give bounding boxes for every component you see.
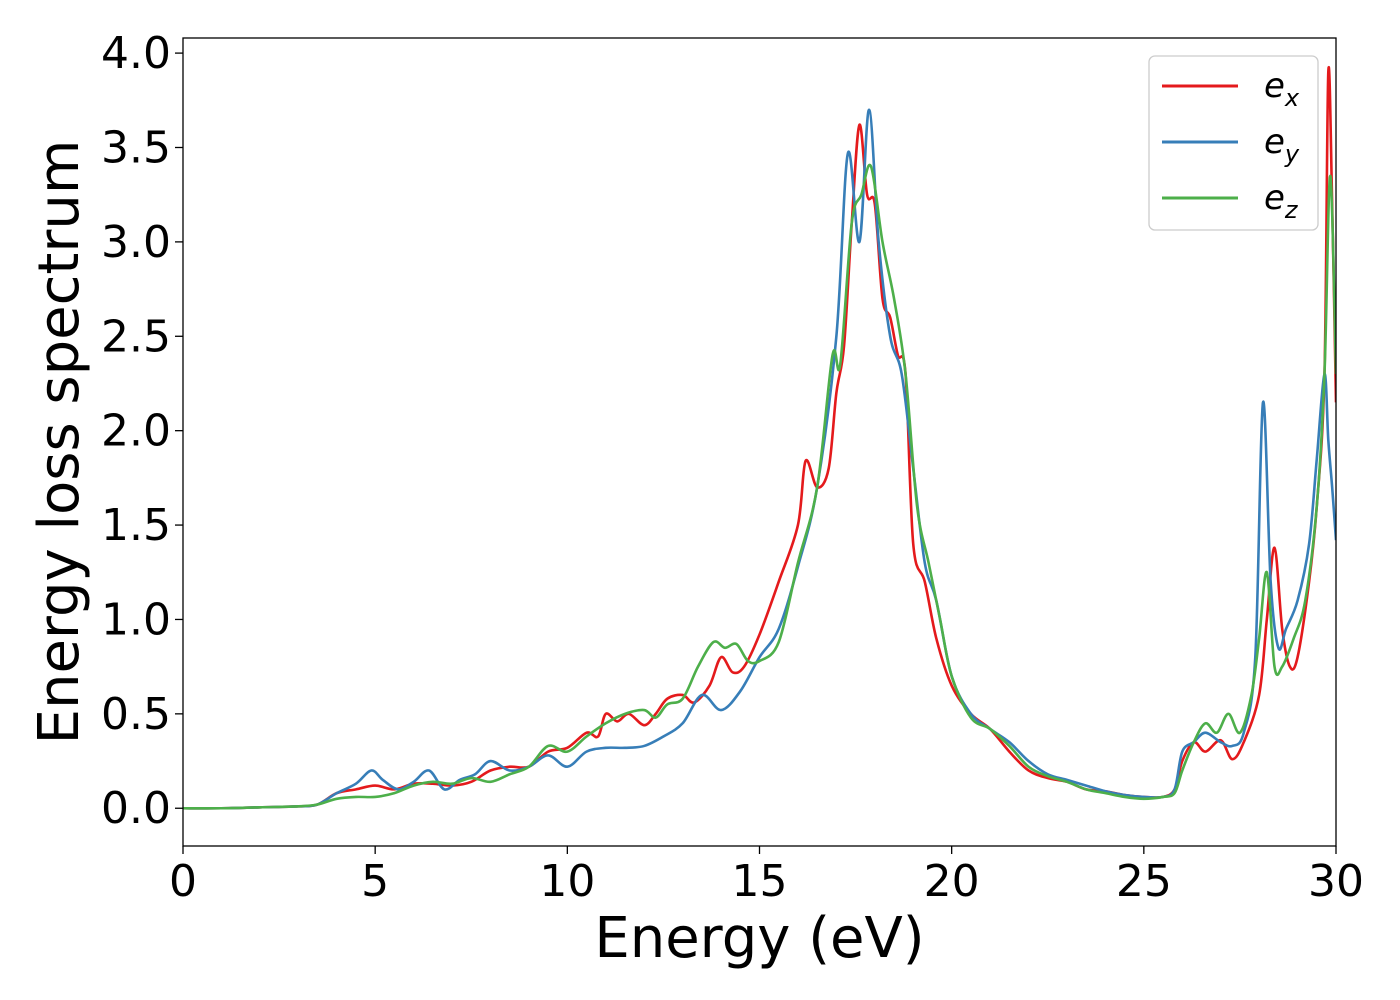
y-tick-label: 3.0	[101, 217, 171, 268]
x-tick-label: 0	[169, 856, 197, 907]
legend-label-ey: ey	[1264, 122, 1300, 168]
x-tick-label: 25	[1116, 856, 1172, 907]
legend-label-ez: ez	[1264, 178, 1299, 224]
x-tick-label: 5	[361, 856, 389, 907]
series-line-ex	[183, 66, 1336, 810]
legend-label-base: e	[1264, 122, 1285, 162]
legend-label-subscript: z	[1284, 196, 1299, 224]
y-tick-label: 2.0	[101, 406, 171, 457]
y-axis-label: Energy loss spectrum	[27, 140, 92, 745]
x-axis-label: Energy (eV)	[594, 906, 924, 971]
y-tick-label: 0.0	[101, 783, 171, 834]
legend-label-base: e	[1264, 66, 1285, 106]
y-tick-label: 1.5	[101, 500, 171, 551]
series-line-ey	[183, 108, 1336, 810]
x-axis: 0 5 10 15 20 25 30	[169, 846, 1364, 907]
y-axis: 0.0 0.5 1.0 1.5 2.0 2.5 3.0 3.5 4.0	[101, 28, 183, 834]
x-tick-label: 15	[732, 856, 788, 907]
series-line-ez	[183, 163, 1336, 810]
y-tick-label: 2.5	[101, 311, 171, 362]
y-tick-label: 1.0	[101, 594, 171, 645]
y-tick-label: 4.0	[101, 28, 171, 79]
x-tick-label: 10	[539, 856, 595, 907]
legend-label-base: e	[1264, 178, 1285, 218]
legend-label-ex: ex	[1264, 66, 1300, 112]
legend-label-subscript: y	[1284, 140, 1300, 168]
y-tick-label: 3.5	[101, 122, 171, 173]
x-tick-label: 20	[924, 856, 980, 907]
legend-label-subscript: x	[1284, 84, 1300, 112]
series-layer	[183, 66, 1336, 810]
y-tick-label: 0.5	[101, 689, 171, 740]
x-tick-label: 30	[1308, 856, 1364, 907]
